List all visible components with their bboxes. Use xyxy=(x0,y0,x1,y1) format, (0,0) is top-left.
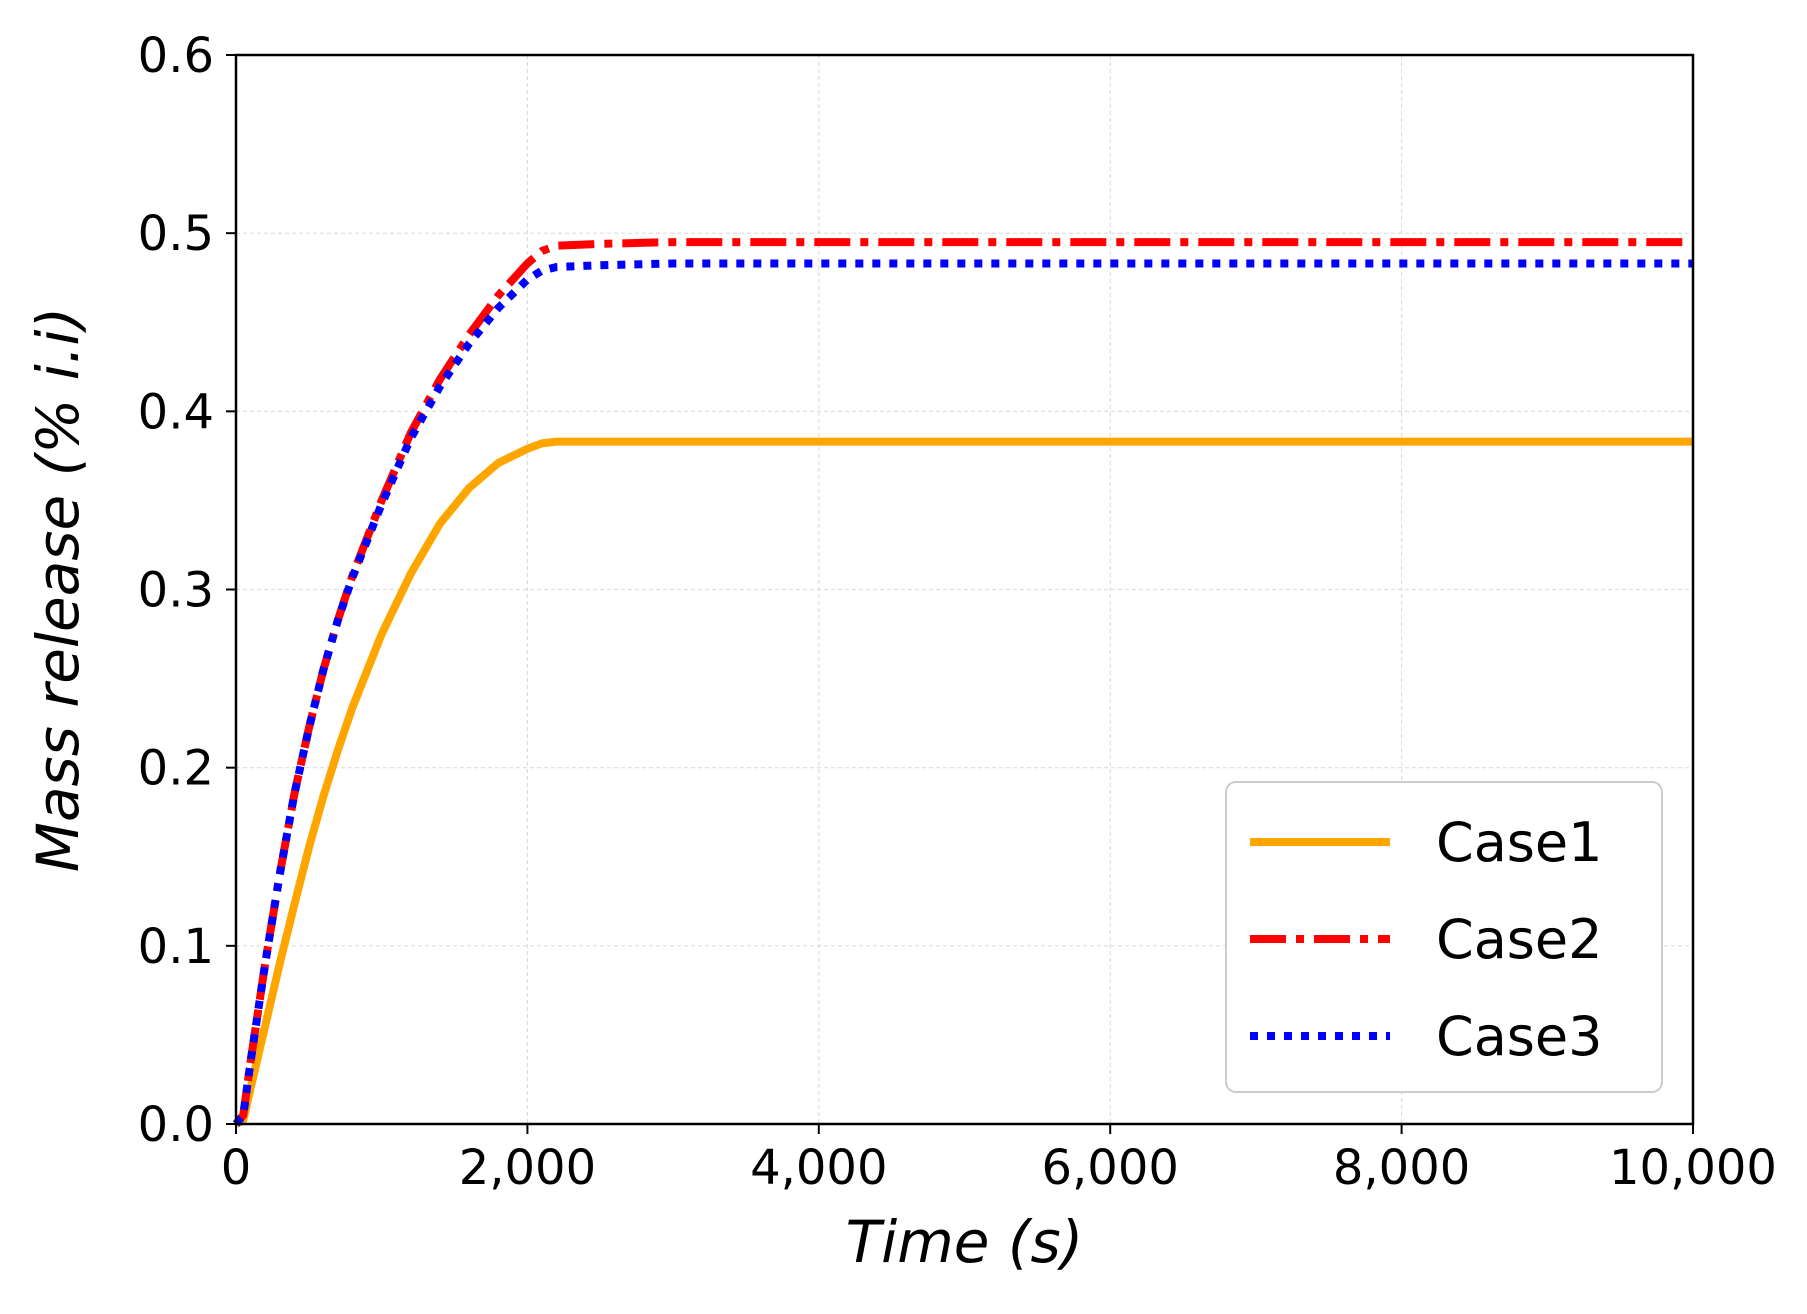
plot-frame xyxy=(234,53,1695,1126)
axes-layer: 0 2,000 4,000 6,000 8,000 10,000 0.0 0.1 0.2 0.3 0… xyxy=(138,28,1777,1196)
legend-layer: Case1 Case2 Case3 xyxy=(1225,781,1663,1093)
y-axis-title: Mass release (% i.i) xyxy=(24,307,92,872)
series-line-case2 xyxy=(232,238,1693,1127)
series-line-case3 xyxy=(232,259,1693,1127)
legend-box xyxy=(1225,781,1663,1093)
y-tick-label: 0.5 xyxy=(138,206,214,262)
x-tick-label: 4,000 xyxy=(750,1140,887,1196)
legend-label-case3: Case3 xyxy=(1436,1005,1603,1068)
legend-label-case1: Case1 xyxy=(1436,811,1603,874)
y-tick-label: 0.3 xyxy=(138,563,214,619)
x-tick-label: 6,000 xyxy=(1041,1140,1178,1196)
x-tick-label: 10,000 xyxy=(1609,1140,1777,1196)
y-tick-label: 0.0 xyxy=(138,1097,214,1153)
y-tick-label: 0.6 xyxy=(138,28,214,84)
x-axis-title: Time (s) xyxy=(846,1208,1084,1276)
grid-layer xyxy=(235,54,1694,1125)
x-tick-label: 8,000 xyxy=(1333,1140,1470,1196)
series-layer xyxy=(232,238,1693,1128)
legend-label-case2: Case2 xyxy=(1436,908,1603,971)
y-tick-label: 0.1 xyxy=(138,919,214,975)
y-tick-label: 0.4 xyxy=(138,384,214,440)
y-tick-label: 0.2 xyxy=(138,741,214,797)
x-tick-label: 0 xyxy=(221,1140,252,1196)
x-tick-label: 2,000 xyxy=(459,1140,596,1196)
series-line-case1 xyxy=(234,437,1693,1128)
